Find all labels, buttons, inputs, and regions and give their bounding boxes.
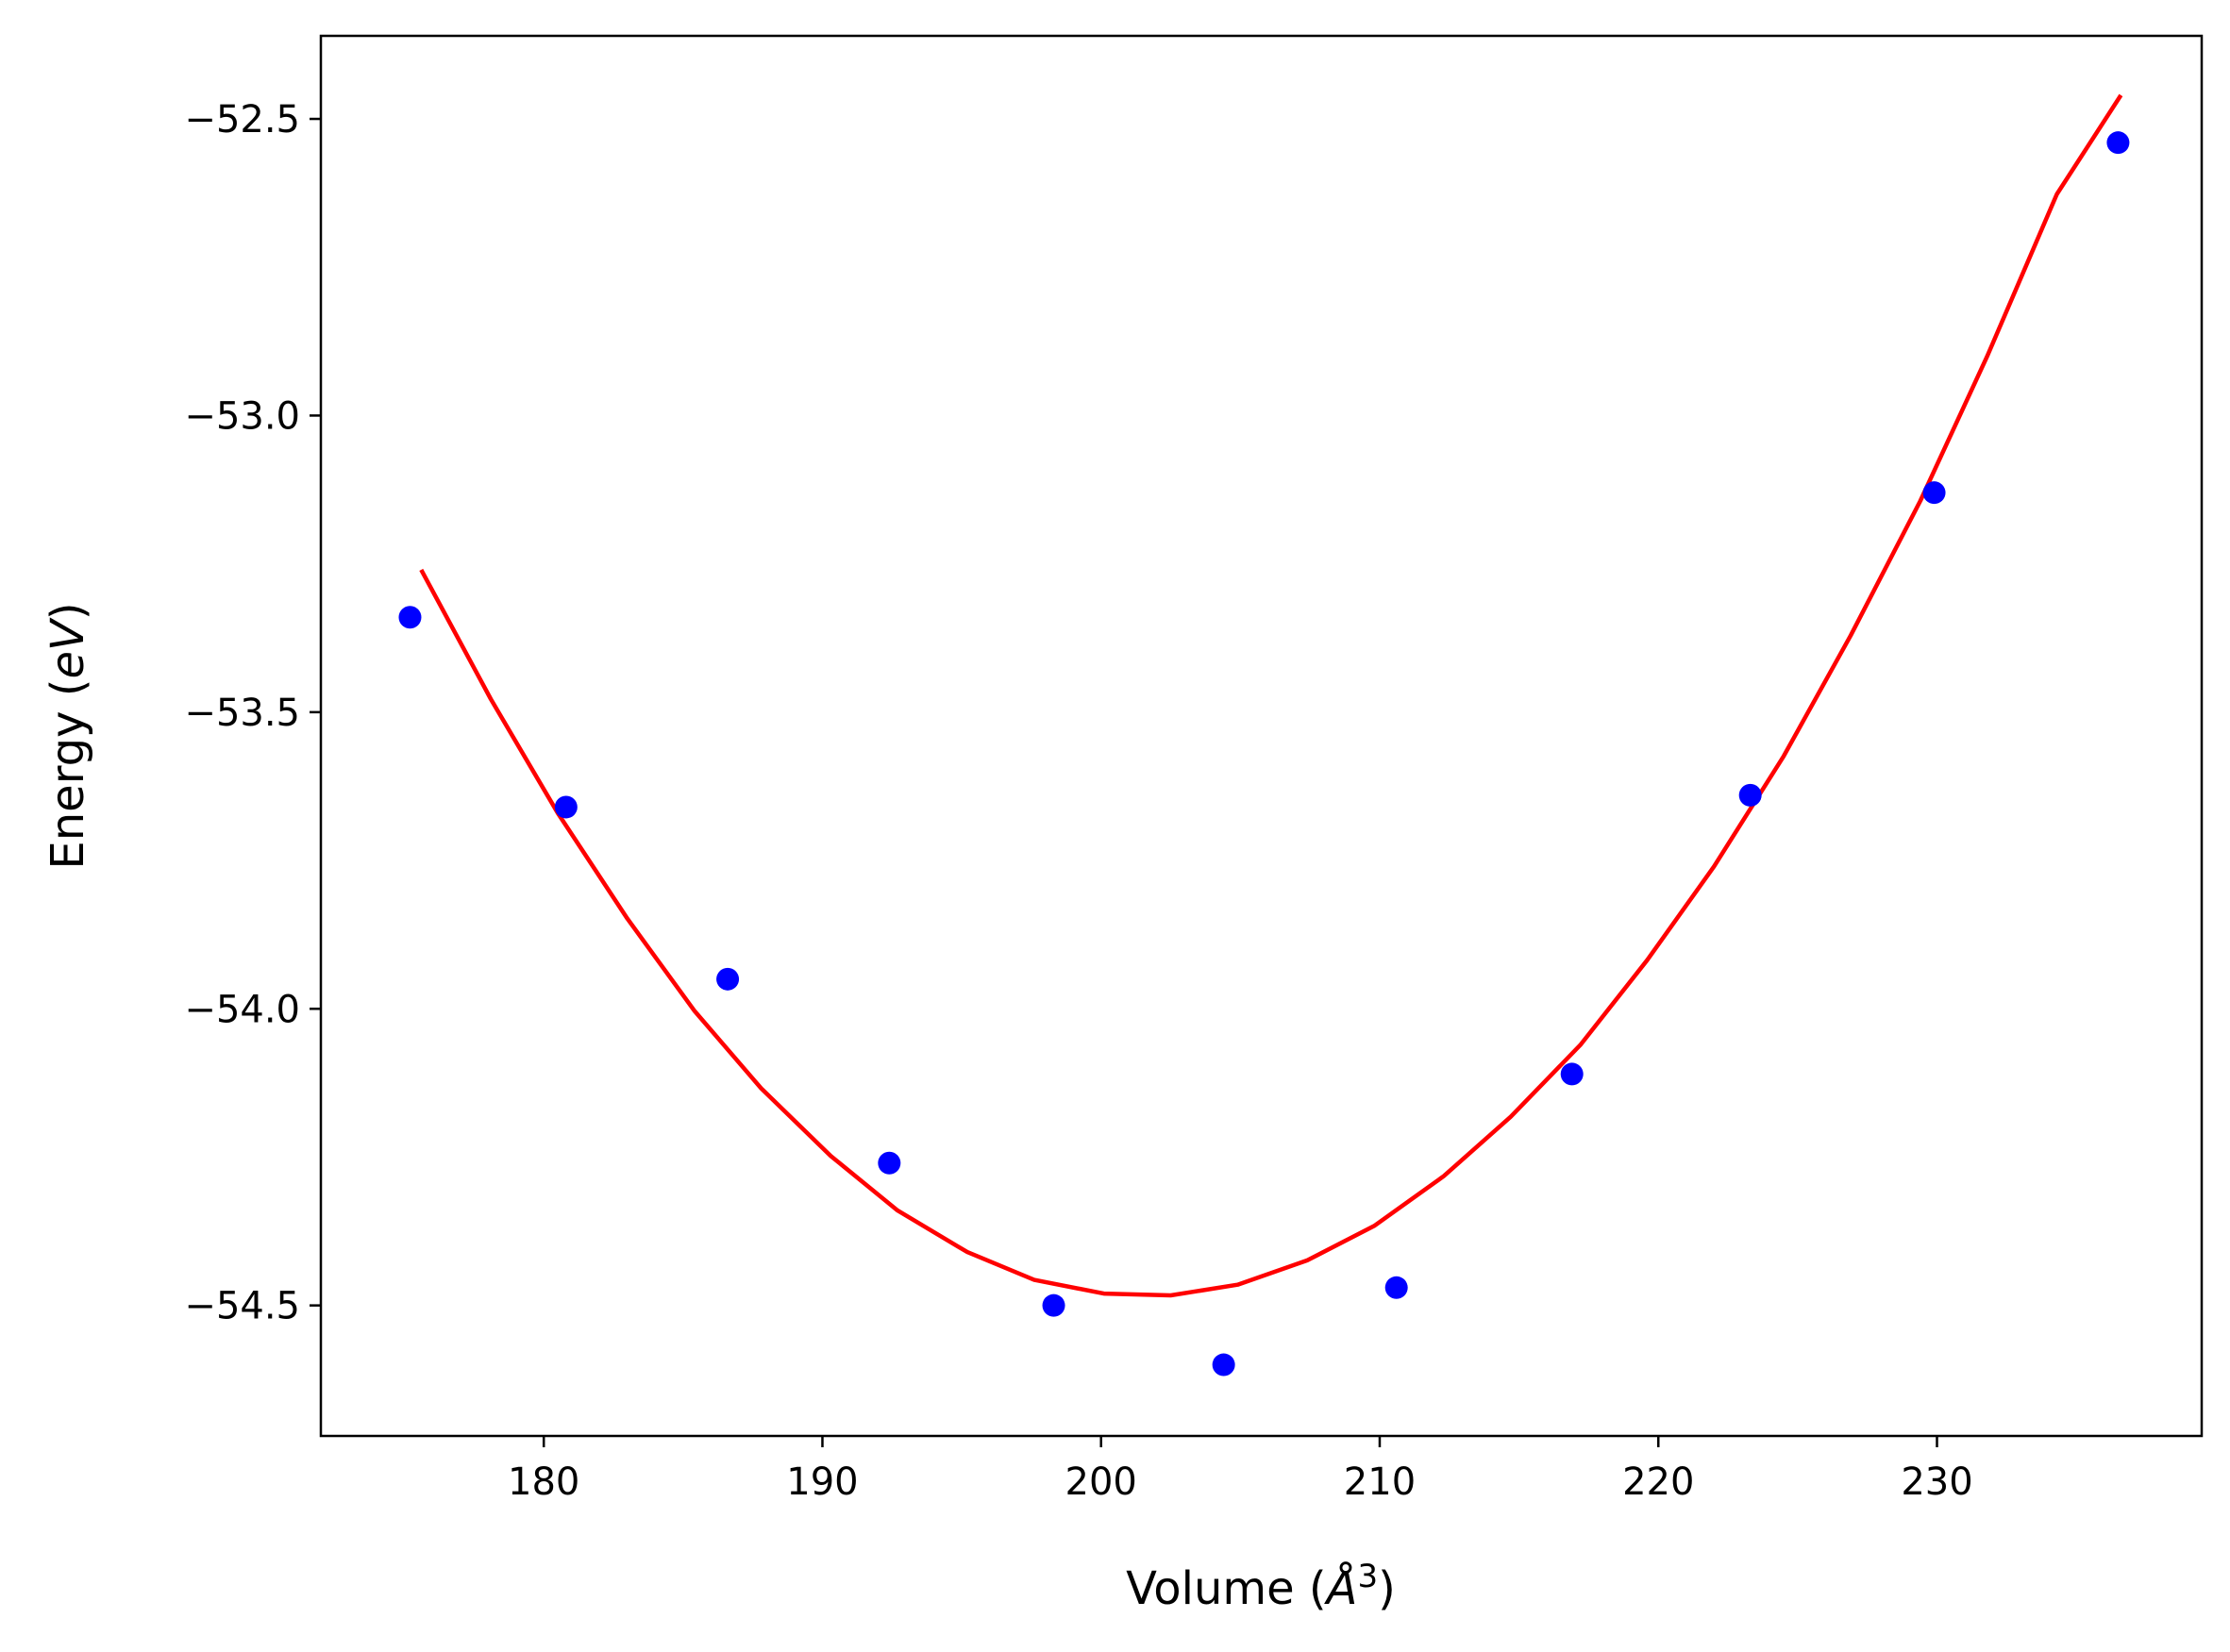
y-axis-unit: eV	[42, 617, 94, 679]
x-tick-label: 180	[508, 1460, 579, 1504]
data-point	[878, 1151, 901, 1175]
x-tick-label: 220	[1622, 1460, 1694, 1504]
data-point	[1922, 481, 1946, 505]
x-tick-label: 190	[786, 1460, 858, 1504]
y-tick-label: −52.5	[184, 98, 300, 142]
x-axis-label: Volume (Å3)	[1126, 1558, 1396, 1615]
y-axis-label: Energy (eV)	[42, 602, 94, 869]
x-axis-unit: Å	[1324, 1561, 1358, 1615]
data-point	[398, 606, 422, 629]
x-tick-label: 210	[1344, 1460, 1416, 1504]
data-point	[716, 967, 740, 991]
x-tick-label: 200	[1065, 1460, 1137, 1504]
y-axis-label-text: Energy	[42, 711, 94, 870]
data-point	[1212, 1353, 1235, 1377]
y-tick-label: −54.0	[184, 988, 300, 1031]
x-axis-unit-exponent: 3	[1357, 1558, 1378, 1595]
data-point	[554, 795, 578, 819]
axis-ticks: 180 190 200 210 220 230 −54.5 −54.0 −53.5 −53.0 −5…	[184, 98, 1972, 1504]
axes-frame	[319, 34, 2204, 1438]
x-axis-label-text: Volume	[1126, 1562, 1295, 1615]
data-point	[1042, 1293, 1065, 1317]
data-point	[1738, 783, 1762, 807]
y-tick-label: −54.5	[184, 1285, 300, 1328]
y-tick-label: −53.0	[184, 394, 300, 438]
plot-area	[398, 93, 2130, 1377]
y-tick-label: −53.5	[184, 692, 300, 735]
x-tick-label: 230	[1901, 1460, 1972, 1504]
data-point	[2106, 131, 2130, 155]
fit-curve	[419, 93, 2123, 1298]
data-point	[1560, 1062, 1584, 1086]
data-point	[1384, 1276, 1408, 1299]
